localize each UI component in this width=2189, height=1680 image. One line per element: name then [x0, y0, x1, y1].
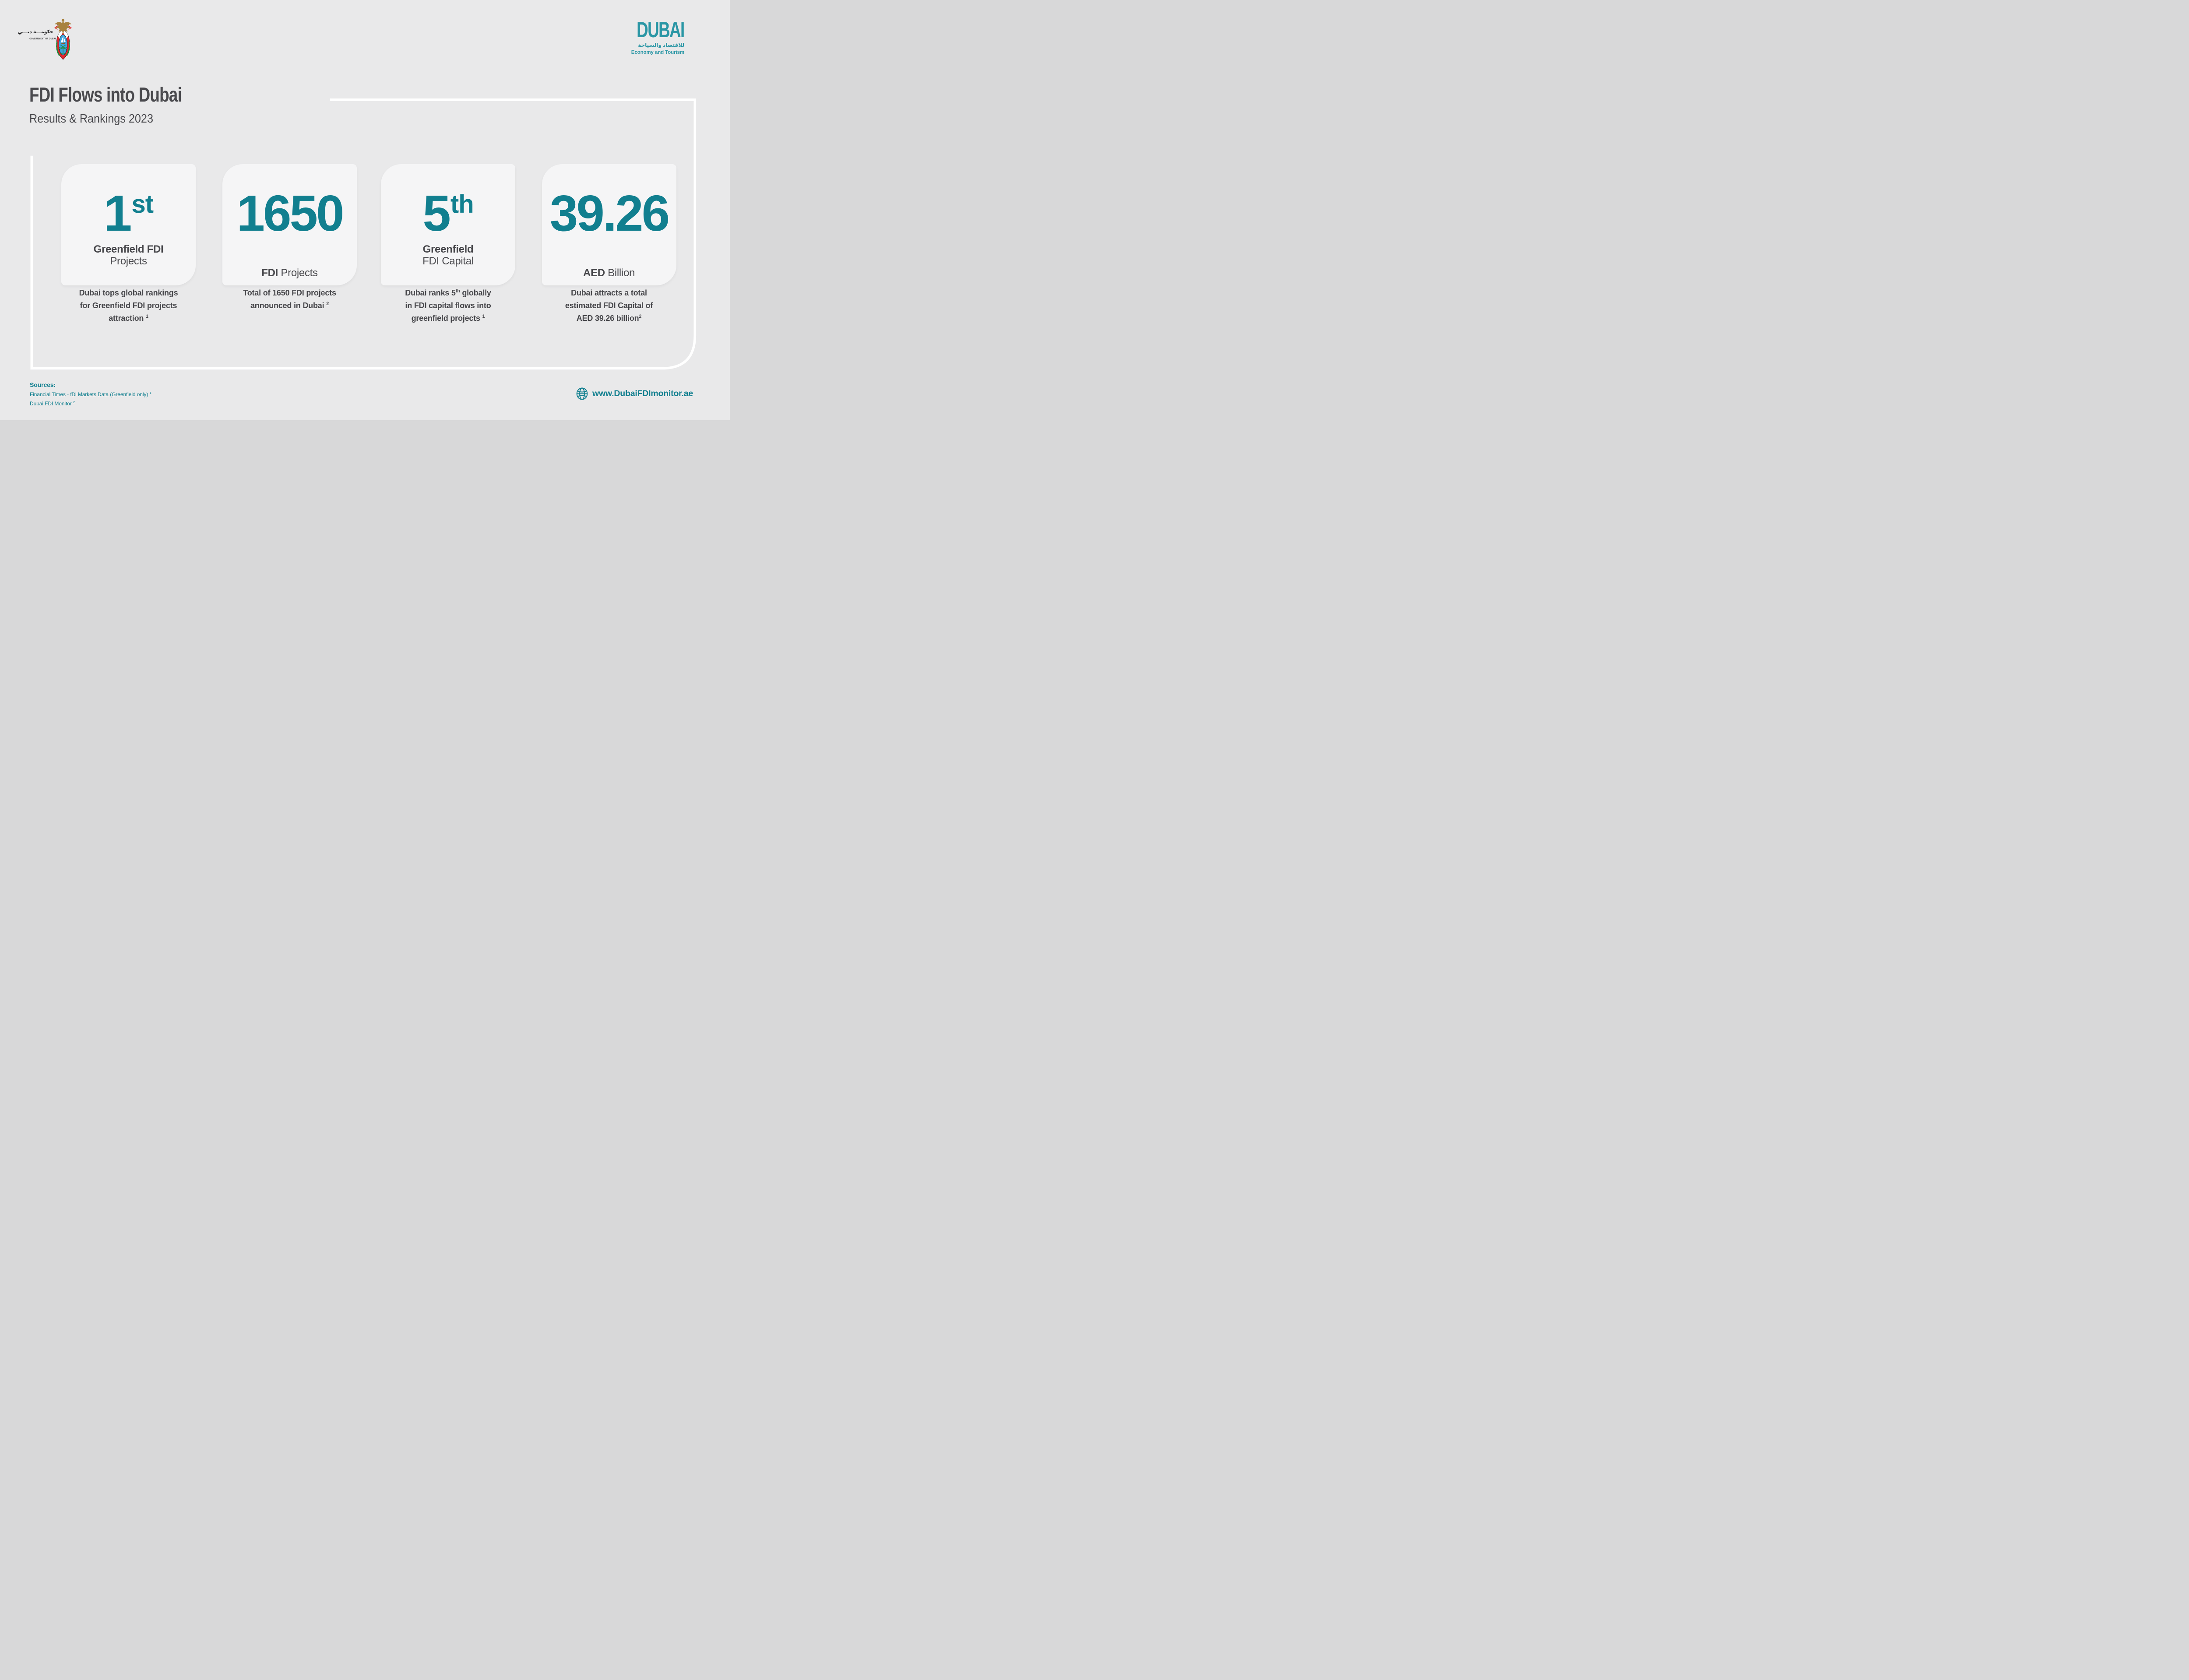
stat-value: 39.26 [549, 185, 670, 242]
det-arabic-text: للاقتصاد والسياحة [638, 42, 684, 48]
stat-label: AED Billion [583, 267, 635, 279]
government-arabic-text: حكومـــة دبـــي [18, 29, 53, 35]
government-logo-text: حكومـــة دبـــي GOVERNMENT OF DUBAI [18, 29, 56, 40]
stat-card-3: 5th Greenfield FDI Capital [381, 164, 515, 285]
stat-value: 1st [103, 185, 154, 242]
stat-description-1: Dubai tops global rankings for Greenfield… [79, 288, 178, 323]
source-lines: Financial Times - fDi Markets Data (Gree… [30, 390, 151, 409]
globe-icon [576, 387, 588, 400]
title-block: FDI Flows into Dubai Results & Rankings … [29, 83, 220, 126]
sources-block: Sources: Financial Times - fDi Markets D… [30, 380, 151, 409]
stat-value-ordinal: th [450, 190, 474, 219]
page-title: FDI Flows into Dubai [29, 83, 182, 106]
infographic-page: حكومـــة دبـــي GOVERNMENT OF DUBAI [0, 0, 730, 420]
website-url: www.DubaiFDImonitor.ae [592, 389, 693, 398]
stat-label: Greenfield FDI Projects [93, 243, 164, 267]
stat-label: FDI Projects [261, 267, 318, 279]
stat-card-1: 1st Greenfield FDI Projects [61, 164, 196, 285]
stat-value-ordinal: st [131, 190, 154, 219]
page-subtitle: Results & Rankings 2023 [29, 112, 153, 125]
government-of-dubai-logo: حكومـــة دبـــي GOVERNMENT OF DUBAI [18, 18, 73, 60]
stat-description-3: Dubai ranks 5th globally in FDI capital f… [405, 288, 491, 323]
website-link[interactable]: www.DubaiFDImonitor.ae [576, 387, 693, 401]
stat-description-4: Dubai attracts a total estimated FDI Capi… [565, 288, 653, 323]
det-english-text: Economy and Tourism [631, 50, 684, 55]
government-english-text: GOVERNMENT OF DUBAI [29, 38, 56, 40]
dubai-coat-of-arms-icon [54, 18, 72, 60]
stat-value: 1650 [236, 185, 344, 242]
dubai-economy-tourism-logo: DUBAI للاقتصاد والسياحة Economy and Tour… [625, 17, 685, 55]
stat-card-2: 1650 FDI Projects [222, 164, 357, 285]
dubai-wordmark: DUBAI [637, 17, 685, 42]
source-line: Financial Times - fDi Markets Data (Gree… [30, 390, 151, 397]
stat-description-2: Total of 1650 FDI projects announced in D… [243, 288, 336, 310]
stat-value: 5th [422, 185, 474, 242]
source-line: Dubai FDI Monitor 2 [30, 400, 75, 407]
stat-label: Greenfield FDI Capital [422, 243, 474, 267]
sources-heading: Sources: [30, 381, 56, 388]
stat-card-4: 39.26 AED Billion [542, 164, 676, 285]
